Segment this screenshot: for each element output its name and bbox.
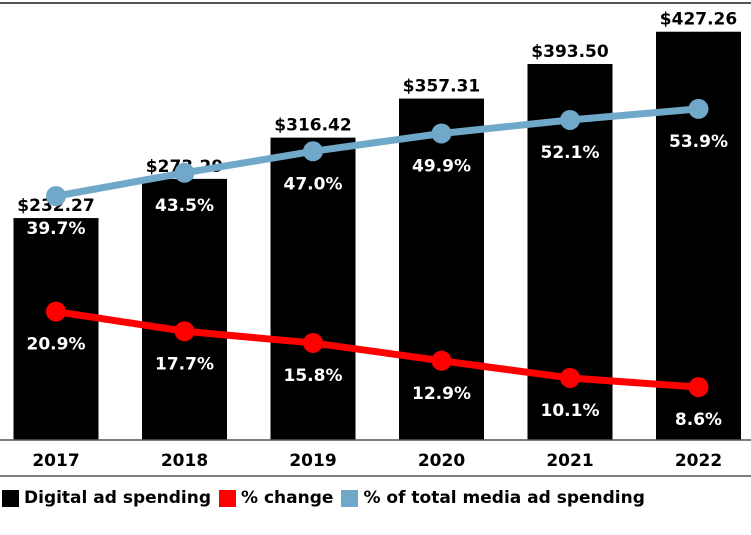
point-label-percent-of-total-2021: 52.1%: [541, 143, 600, 163]
point-percent-change-2018: [174, 321, 195, 342]
line-percent-of-total: [52, 105, 702, 200]
x-tick-label-2019: 2019: [289, 451, 336, 471]
legend-swatch-digital-ad-spending: [2, 489, 19, 507]
bar-2019: [270, 137, 356, 440]
bar-value-label-2020: $357.31: [403, 77, 480, 97]
point-percent-of-total-2019: [303, 141, 323, 162]
bar-2018: [142, 178, 227, 441]
point-label-percent-of-total-2020: 49.9%: [412, 156, 471, 176]
point-label-percent-change-2017: 20.9%: [27, 335, 86, 355]
legend: Digital ad spending % change % of total …: [2, 484, 653, 512]
x-tick-label-2017: 2017: [32, 451, 79, 471]
point-label-percent-of-total-2018: 43.5%: [155, 196, 214, 216]
bar-2017: [13, 218, 99, 440]
x-tick-label-2021: 2021: [546, 451, 593, 471]
point-label-percent-of-total-2017: 39.7%: [27, 219, 86, 239]
legend-item-percent-change: % change: [219, 488, 333, 508]
legend-item-digital-ad-spending: Digital ad spending: [2, 488, 211, 508]
legend-swatch-percent-of-total: [341, 489, 359, 507]
point-percent-change-2021: [560, 367, 580, 388]
legend-label-digital-ad-spending: Digital ad spending: [24, 488, 212, 508]
point-percent-of-total-2021: [560, 109, 580, 130]
bar-value-label-2019: $316.42: [274, 116, 351, 136]
point-percent-change-2022: [688, 377, 709, 398]
point-percent-of-total-2017: [46, 186, 66, 207]
point-percent-change-2017: [46, 301, 66, 322]
legend-item-percent-of-total: % of total media ad spending: [341, 488, 645, 508]
point-percent-change-2019: [303, 332, 323, 353]
line-percent-change: [52, 308, 702, 391]
x-tick-label-2022: 2022: [675, 451, 722, 471]
point-label-percent-change-2018: 17.7%: [155, 354, 214, 374]
bar-2020: [399, 98, 484, 441]
legend-label-percent-change: % change: [241, 488, 334, 508]
legend-label-percent-of-total: % of total media ad spending: [363, 488, 645, 508]
x-tick-label-2020: 2020: [418, 451, 465, 471]
point-percent-of-total-2022: [688, 98, 709, 119]
point-percent-of-total-2020: [431, 123, 452, 144]
point-label-percent-change-2020: 12.9%: [412, 384, 471, 404]
legend-swatch-percent-change: [219, 489, 237, 507]
point-label-percent-of-total-2022: 53.9%: [669, 132, 728, 152]
point-label-percent-change-2019: 15.8%: [284, 366, 343, 386]
point-label-percent-of-total-2019: 47.0%: [284, 174, 343, 194]
point-label-percent-change-2022: 8.6%: [675, 410, 722, 430]
x-tick-label-2018: 2018: [161, 451, 208, 471]
bar-value-label-2021: $393.50: [531, 42, 609, 62]
point-label-percent-change-2021: 10.1%: [541, 401, 600, 421]
bar-value-label-2022: $427.26: [660, 10, 737, 30]
point-percent-of-total-2018: [174, 162, 195, 183]
point-percent-change-2020: [431, 350, 452, 371]
